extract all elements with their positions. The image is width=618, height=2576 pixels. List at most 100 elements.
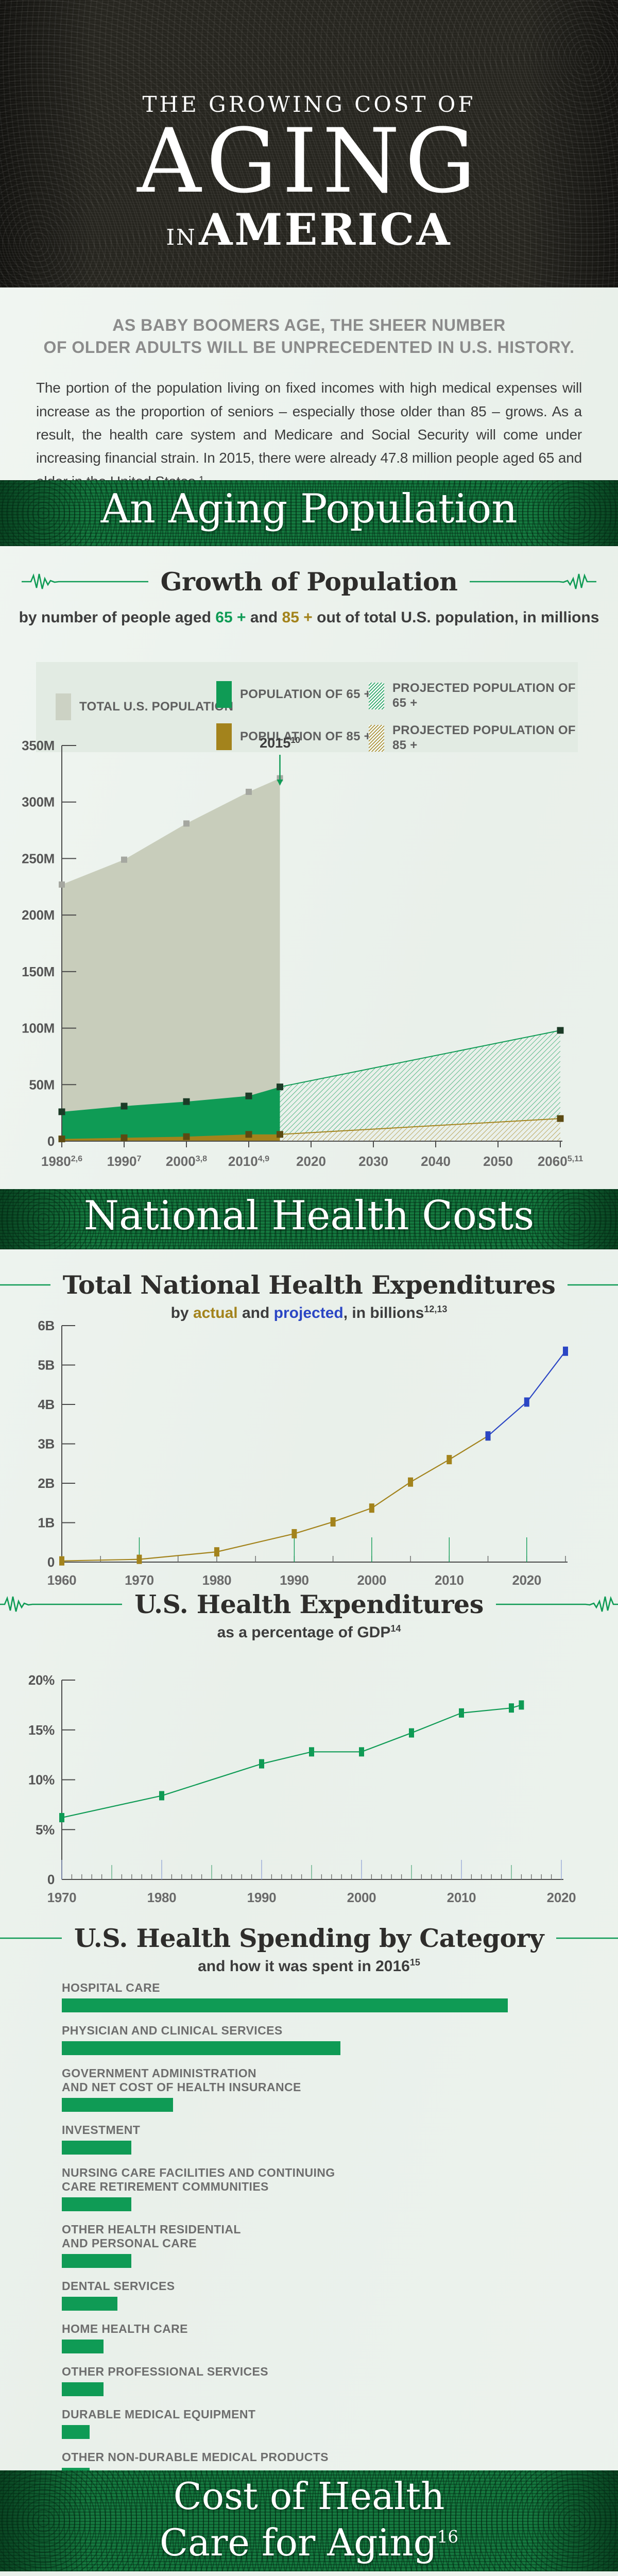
pulse-ornament-icon <box>0 1276 52 1294</box>
axis-label: 1980 <box>147 1890 177 1905</box>
pulse-ornament-icon <box>566 1276 618 1294</box>
data-point-marker <box>59 1556 64 1566</box>
total-population-area <box>62 778 280 1141</box>
cost-of-aging-section: Personal Health Care Spending by age and… <box>0 2571 618 2576</box>
axis-label: 50M <box>29 1077 55 1092</box>
legend-label: PROJECTED POPULATION OF 65 + <box>392 681 576 710</box>
chart-title: Growth of Population <box>160 567 458 597</box>
legend-label: POPULATION OF 65 + <box>240 687 371 701</box>
axis-label: 6B <box>38 1318 55 1333</box>
legend-swatch-gold-icon <box>216 723 232 750</box>
data-point-marker <box>183 820 190 827</box>
banner-title-line1: Cost of Health <box>173 2475 445 2518</box>
data-point-marker <box>409 1728 414 1738</box>
pulse-ornament-icon <box>555 1929 618 1947</box>
header-america-word: AMERICA <box>199 204 452 256</box>
chart-subtitle: by actual and projected, in billions12,1… <box>170 1304 448 1321</box>
legend-swatch-gray-icon <box>56 693 71 720</box>
data-point-marker <box>557 1027 564 1034</box>
data-point-marker <box>309 1747 314 1757</box>
intro-section: AS BABY BOOMERS AGE, THE SHEER NUMBER OF… <box>0 287 618 489</box>
data-point-marker <box>277 1131 283 1138</box>
axis-label: 0 <box>47 1872 55 1887</box>
chart-title-block: Growth of Population <box>0 567 618 597</box>
data-point-marker <box>214 1547 219 1557</box>
data-point-marker <box>159 1791 164 1801</box>
axis-label: 2000 <box>347 1890 376 1905</box>
axis-label: 2010 <box>435 1572 464 1588</box>
category-row: OTHER HEALTH RESIDENTIAL AND PERSONAL CAR… <box>62 2223 577 2268</box>
category-row: DURABLE MEDICAL EQUIPMENT <box>62 2408 577 2439</box>
axis-label: 2020 <box>547 1890 576 1905</box>
data-point-marker <box>183 1133 190 1140</box>
legend-swatch-green-icon <box>216 681 232 708</box>
data-point-marker <box>277 1083 283 1091</box>
category-label: HOME HEALTH CARE <box>62 2322 188 2335</box>
category-label: OTHER HEALTH RESIDENTIAL AND PERSONAL CAR… <box>62 2223 241 2250</box>
category-row: GOVERNMENT ADMINISTRATION AND NET COST OF… <box>62 2066 577 2112</box>
axis-label: 3B <box>38 1436 55 1452</box>
legend-item: POPULATION OF 65 + <box>216 681 371 708</box>
axis-label: 19907 <box>107 1154 142 1169</box>
nhe-line-chart: 0 1B 2B 3B 4B 5B 6B 1960 1970 1980 1990 2000 2010 202… <box>0 1316 618 1597</box>
axis-label: 0 <box>47 1133 55 1149</box>
data-point-marker <box>330 1517 336 1527</box>
axis-label: 300M <box>22 794 55 810</box>
data-point-marker <box>245 1131 252 1138</box>
category-bar <box>62 2382 104 2396</box>
chart-title: Total National Health Expenditures <box>62 1270 556 1300</box>
category-label: INVESTMENT <box>62 2123 141 2137</box>
category-bar <box>62 2425 90 2439</box>
header-subtitle: IN AMERICA <box>0 204 618 255</box>
category-row: OTHER PROFESSIONAL SERVICES <box>62 2365 577 2396</box>
category-bar <box>62 2340 104 2353</box>
data-point-marker <box>291 1529 297 1538</box>
axis-label: 150M <box>22 964 55 979</box>
category-label: DURABLE MEDICAL EQUIPMENT <box>62 2408 256 2421</box>
category-label: OTHER PROFESSIONAL SERVICES <box>62 2365 269 2378</box>
chart-title-block: Total National Health Expenditures <box>0 1270 618 1300</box>
data-point-marker <box>58 1136 65 1143</box>
banner-title-line2: Care for Aging16 <box>0 2522 618 2563</box>
axis-label: 2000 <box>357 1572 387 1588</box>
axis-label: 20104,9 <box>228 1154 269 1169</box>
axis-label: 20% <box>28 1672 55 1688</box>
category-bar <box>62 1998 508 2012</box>
section-banner-national-health-costs: National Health Costs <box>0 1189 618 1249</box>
chart-subtitle: as a percentage of GDP14 <box>217 1623 401 1641</box>
category-bar <box>62 2041 341 2055</box>
data-point-marker <box>59 1813 64 1823</box>
category-label: HOSPITAL CARE <box>62 1981 160 1994</box>
legend-label: PROJECTED POPULATION OF 85 + <box>392 723 576 752</box>
legend-item: PROJECTED POPULATION OF 65 + <box>369 681 578 711</box>
axis-label: 5B <box>38 1358 55 1373</box>
chart-subtitle: by number of people aged 65 + and 85 + o… <box>19 609 599 626</box>
data-point-marker <box>359 1747 364 1757</box>
axis-label: 250M <box>22 851 55 866</box>
axis-label: 20003,8 <box>166 1154 207 1169</box>
data-point-marker <box>59 881 65 888</box>
category-bar <box>62 2197 132 2211</box>
category-bar <box>62 2297 118 2311</box>
chart-title: U.S. Health Expenditures <box>134 1589 484 1619</box>
data-point-marker <box>408 1477 414 1487</box>
data-point-marker <box>557 1115 564 1122</box>
national-health-costs-section: Total National Health Expenditures by ac… <box>0 1249 618 2569</box>
category-bar <box>62 2141 132 2155</box>
header-title: AGING <box>137 109 481 213</box>
intro-paragraph: The portion of the population living on … <box>36 380 582 489</box>
data-point-marker <box>259 1759 264 1769</box>
banner-title: An Aging Population <box>100 486 518 532</box>
intro-headline-line2: OF OLDER ADULTS WILL BE UNPRECEDENTED IN… <box>43 338 575 357</box>
data-point-marker <box>121 856 127 863</box>
pulse-ornament-icon <box>0 1595 123 1614</box>
projected-line <box>487 1351 566 1437</box>
chart-title-block: U.S. Health Expenditures <box>0 1589 618 1619</box>
axis-label: 15% <box>28 1722 55 1738</box>
category-row: HOME HEALTH CARE <box>62 2322 577 2353</box>
percent_of_gdp-line <box>61 1704 522 1819</box>
intro-headline-line1: AS BABY BOOMERS AGE, THE SHEER NUMBER <box>112 316 506 334</box>
data-point-marker <box>245 1092 252 1099</box>
data-point-marker <box>136 1554 142 1564</box>
